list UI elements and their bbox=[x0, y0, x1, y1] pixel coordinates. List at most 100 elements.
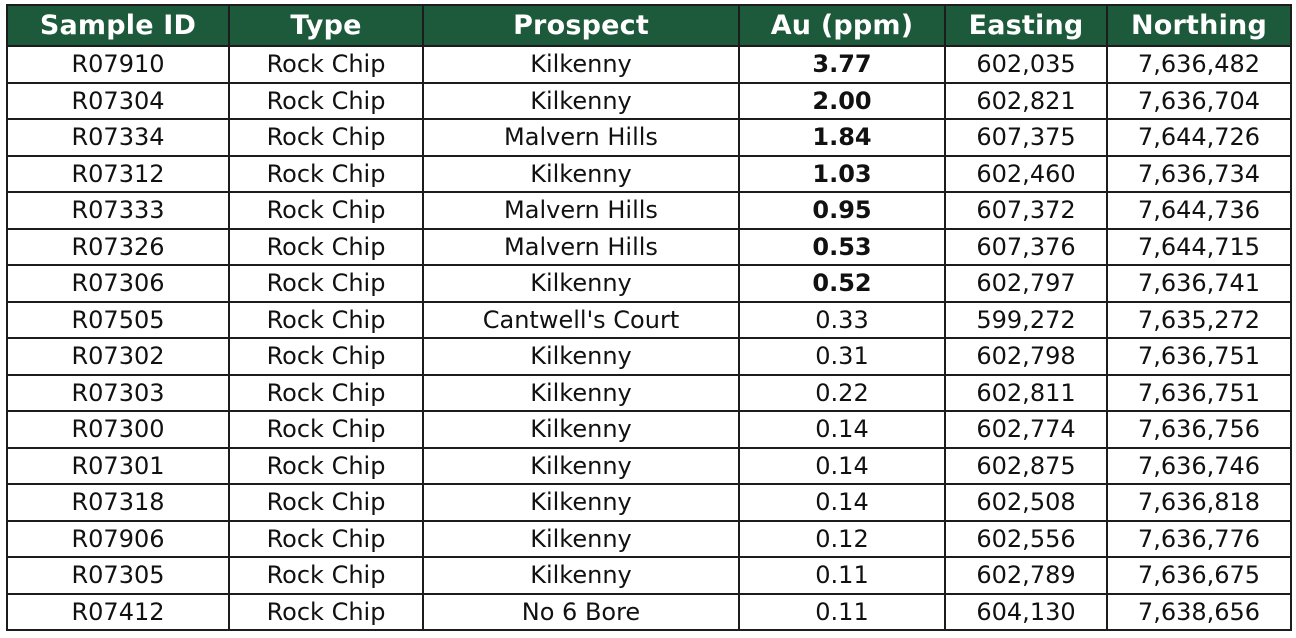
cell-sample-id: R07906 bbox=[6, 519, 230, 558]
cell-type: Rock Chip bbox=[228, 556, 424, 595]
cell-easting: 602,035 bbox=[944, 45, 1108, 84]
cell-sample-id: R07300 bbox=[6, 410, 230, 449]
cell-au-ppm: 1.84 bbox=[738, 118, 946, 157]
cell-easting: 599,272 bbox=[944, 300, 1108, 339]
cell-sample-id: R07302 bbox=[6, 337, 230, 376]
cell-sample-id: R07318 bbox=[6, 483, 230, 522]
cell-easting: 602,811 bbox=[944, 373, 1108, 412]
cell-au-ppm: 0.12 bbox=[738, 519, 946, 558]
table-row: R07318 Rock Chip Kilkenny 0.14 602,508 7,636,… bbox=[6, 483, 1292, 522]
header-sample-id: Sample ID bbox=[6, 4, 230, 47]
cell-au-ppm: 3.77 bbox=[738, 45, 946, 84]
cell-type: Rock Chip bbox=[228, 191, 424, 230]
cell-prospect: Malvern Hills bbox=[422, 118, 740, 157]
cell-au-ppm: 0.33 bbox=[738, 300, 946, 339]
header-row: Sample ID Type Prospect Au (ppm) Easting… bbox=[6, 4, 1292, 47]
cell-au-ppm: 0.11 bbox=[738, 592, 946, 631]
cell-sample-id: R07910 bbox=[6, 45, 230, 84]
cell-type: Rock Chip bbox=[228, 227, 424, 266]
cell-type: Rock Chip bbox=[228, 118, 424, 157]
cell-prospect: Kilkenny bbox=[422, 556, 740, 595]
table-row: R07302 Rock Chip Kilkenny 0.31 602,798 7,636,… bbox=[6, 337, 1292, 376]
cell-type: Rock Chip bbox=[228, 483, 424, 522]
cell-type: Rock Chip bbox=[228, 410, 424, 449]
cell-type: Rock Chip bbox=[228, 519, 424, 558]
cell-sample-id: R07333 bbox=[6, 191, 230, 230]
cell-easting: 602,797 bbox=[944, 264, 1108, 303]
cell-type: Rock Chip bbox=[228, 337, 424, 376]
cell-northing: 7,644,726 bbox=[1106, 118, 1292, 157]
cell-northing: 7,644,715 bbox=[1106, 227, 1292, 266]
cell-easting: 602,821 bbox=[944, 81, 1108, 120]
cell-au-ppm: 0.11 bbox=[738, 556, 946, 595]
cell-sample-id: R07505 bbox=[6, 300, 230, 339]
cell-type: Rock Chip bbox=[228, 446, 424, 485]
table-row: R07505 Rock Chip Cantwell's Court 0.33 599,2… bbox=[6, 300, 1292, 339]
cell-prospect: Kilkenny bbox=[422, 337, 740, 376]
cell-prospect: Kilkenny bbox=[422, 81, 740, 120]
cell-northing: 7,636,741 bbox=[1106, 264, 1292, 303]
table-row: R07306 Rock Chip Kilkenny 0.52 602,797 7,636,… bbox=[6, 264, 1292, 303]
table-row: R07300 Rock Chip Kilkenny 0.14 602,774 7,636,… bbox=[6, 410, 1292, 449]
table-row: R07312 Rock Chip Kilkenny 1.03 602,460 7,636,… bbox=[6, 154, 1292, 193]
table-row: R07906 Rock Chip Kilkenny 0.12 602,556 7,636,… bbox=[6, 519, 1292, 558]
header-au-ppm: Au (ppm) bbox=[738, 4, 946, 47]
cell-northing: 7,636,746 bbox=[1106, 446, 1292, 485]
cell-sample-id: R07326 bbox=[6, 227, 230, 266]
cell-easting: 602,556 bbox=[944, 519, 1108, 558]
cell-northing: 7,635,272 bbox=[1106, 300, 1292, 339]
cell-type: Rock Chip bbox=[228, 300, 424, 339]
cell-sample-id: R07412 bbox=[6, 592, 230, 631]
cell-type: Rock Chip bbox=[228, 373, 424, 412]
table-row: R07326 Rock Chip Malvern Hills 0.53 607,376 7… bbox=[6, 227, 1292, 266]
cell-au-ppm: 0.14 bbox=[738, 446, 946, 485]
cell-sample-id: R07306 bbox=[6, 264, 230, 303]
cell-northing: 7,644,736 bbox=[1106, 191, 1292, 230]
table-body: R07910 Rock Chip Kilkenny 3.77 602,035 7,636,… bbox=[6, 45, 1292, 631]
cell-northing: 7,636,776 bbox=[1106, 519, 1292, 558]
cell-type: Rock Chip bbox=[228, 264, 424, 303]
cell-easting: 604,130 bbox=[944, 592, 1108, 631]
cell-northing: 7,636,818 bbox=[1106, 483, 1292, 522]
assay-results-table-container: Sample ID Type Prospect Au (ppm) Easting… bbox=[6, 4, 1292, 631]
cell-sample-id: R07301 bbox=[6, 446, 230, 485]
cell-northing: 7,636,734 bbox=[1106, 154, 1292, 193]
cell-sample-id: R07334 bbox=[6, 118, 230, 157]
cell-easting: 602,798 bbox=[944, 337, 1108, 376]
table-row: R07334 Rock Chip Malvern Hills 1.84 607,375 7… bbox=[6, 118, 1292, 157]
cell-northing: 7,636,675 bbox=[1106, 556, 1292, 595]
cell-easting: 602,774 bbox=[944, 410, 1108, 449]
cell-sample-id: R07304 bbox=[6, 81, 230, 120]
cell-easting: 602,789 bbox=[944, 556, 1108, 595]
table-row: R07304 Rock Chip Kilkenny 2.00 602,821 7,636,… bbox=[6, 81, 1292, 120]
table-row: R07333 Rock Chip Malvern Hills 0.95 607,372 7… bbox=[6, 191, 1292, 230]
cell-type: Rock Chip bbox=[228, 154, 424, 193]
table-row: R07301 Rock Chip Kilkenny 0.14 602,875 7,636,… bbox=[6, 446, 1292, 485]
cell-sample-id: R07312 bbox=[6, 154, 230, 193]
cell-sample-id: R07305 bbox=[6, 556, 230, 595]
cell-easting: 602,875 bbox=[944, 446, 1108, 485]
header-type: Type bbox=[228, 4, 424, 47]
cell-prospect: Malvern Hills bbox=[422, 191, 740, 230]
cell-prospect: Kilkenny bbox=[422, 264, 740, 303]
cell-easting: 602,460 bbox=[944, 154, 1108, 193]
cell-au-ppm: 0.31 bbox=[738, 337, 946, 376]
cell-au-ppm: 2.00 bbox=[738, 81, 946, 120]
cell-au-ppm: 0.14 bbox=[738, 483, 946, 522]
cell-prospect: Kilkenny bbox=[422, 373, 740, 412]
table-header: Sample ID Type Prospect Au (ppm) Easting… bbox=[6, 4, 1292, 47]
table-row: R07910 Rock Chip Kilkenny 3.77 602,035 7,636,… bbox=[6, 45, 1292, 84]
cell-au-ppm: 0.95 bbox=[738, 191, 946, 230]
cell-prospect: Kilkenny bbox=[422, 446, 740, 485]
cell-prospect: Kilkenny bbox=[422, 45, 740, 84]
assay-results-table: Sample ID Type Prospect Au (ppm) Easting… bbox=[6, 4, 1292, 631]
cell-au-ppm: 0.52 bbox=[738, 264, 946, 303]
cell-northing: 7,636,704 bbox=[1106, 81, 1292, 120]
cell-prospect: Kilkenny bbox=[422, 519, 740, 558]
cell-easting: 607,375 bbox=[944, 118, 1108, 157]
cell-prospect: Kilkenny bbox=[422, 154, 740, 193]
cell-prospect: Cantwell's Court bbox=[422, 300, 740, 339]
table-row: R07305 Rock Chip Kilkenny 0.11 602,789 7,636,… bbox=[6, 556, 1292, 595]
cell-au-ppm: 0.14 bbox=[738, 410, 946, 449]
cell-type: Rock Chip bbox=[228, 81, 424, 120]
